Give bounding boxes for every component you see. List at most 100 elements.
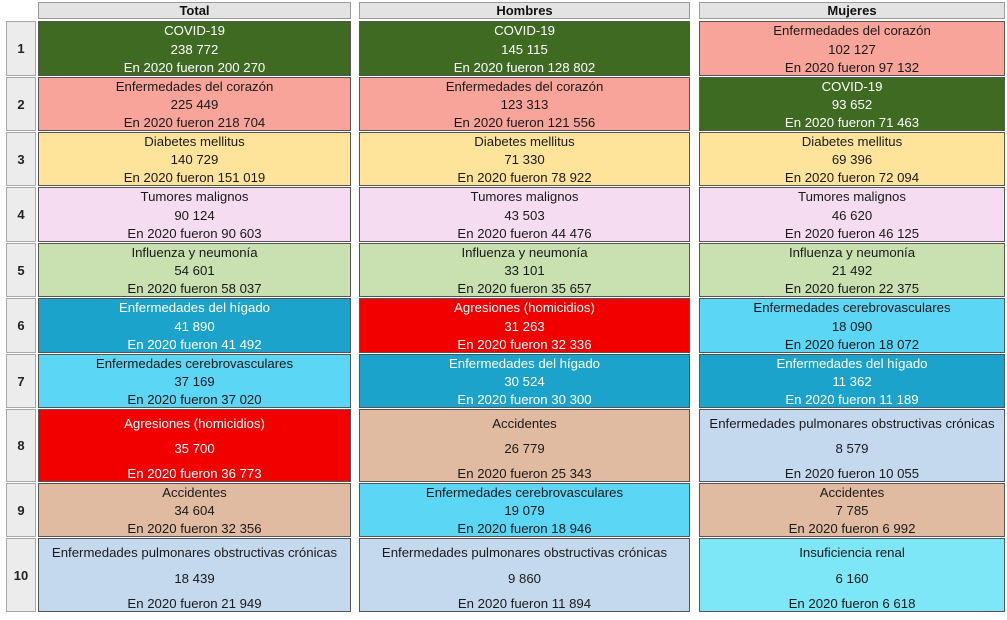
death-count: 41 890 [174,318,215,334]
cause-name: Enfermedades pulmonares obstructivas cró… [51,545,338,560]
rank-number: 3 [6,132,36,186]
death-count: 54 601 [174,263,215,278]
cause-name: Diabetes mellitus [474,134,575,149]
cause-cell-mujeres: Enfermedades del corazón 102 127 En 2020 f… [699,21,1005,76]
death-count: 140 729 [170,152,219,167]
cause-cell-total: Diabetes mellitus 140 729 En 2020 fueron 1… [38,132,351,186]
previous-year-count: En 2020 fueron 97 132 [784,60,920,75]
cause-name: Enfermedades del corazón [445,79,604,94]
previous-year-count: En 2020 fueron 90 603 [127,226,262,241]
death-count: 43 503 [504,207,545,223]
cause-cell-total: Enfermedades cerebrovasculares 37 169 En 2… [38,354,351,408]
previous-year-count: En 2020 fueron 11 894 [457,596,592,611]
header-mujeres: Mujeres [699,2,1005,19]
cause-cell-hombres: Accidentes 26 779 En 2020 fueron 25 343 [359,409,690,482]
previous-year-count: En 2020 fueron 218 704 [123,115,266,130]
cause-cell-hombres: COVID-19 145 115 En 2020 fueron 128 802 [359,21,690,76]
cause-name: Tumores malignos [140,189,249,204]
cause-cell-total: COVID-19 238 772 En 2020 fueron 200 270 [38,21,351,76]
cause-name: Tumores malignos [470,189,579,204]
cause-cell-hombres: Agresiones (homicidios) 31 263 En 2020 fue… [359,298,690,353]
cause-cell-mujeres: Accidentes 7 785 En 2020 fueron 6 992 [699,483,1005,537]
previous-year-count: En 2020 fueron 22 375 [784,281,920,296]
death-count: 9 860 [507,570,541,586]
cause-name: Enfermedades pulmonares obstructivas cró… [381,545,668,560]
rank-number: 2 [6,77,36,131]
cause-cell-mujeres: Tumores malignos 46 620 En 2020 fueron 46 … [699,187,1005,242]
cause-name: Diabetes mellitus [144,134,245,149]
previous-year-count: En 2020 fueron 35 657 [457,281,592,296]
cause-cell-mujeres: Enfermedades pulmonares obstructivas cró… [699,409,1005,482]
cause-name: Diabetes mellitus [801,134,903,149]
cause-cell-total: Accidentes 34 604 En 2020 fueron 32 356 [38,483,351,537]
previous-year-count: En 2020 fueron 6 618 [788,596,916,611]
previous-year-count: En 2020 fueron 18 072 [784,337,920,352]
death-count: 8 579 [835,441,869,456]
cause-name: Enfermedades del hígado [776,356,928,371]
cause-cell-mujeres: Enfermedades del hígado 11 362 En 2020 fue… [699,354,1005,408]
death-count: 21 492 [831,263,873,278]
cause-name: Agresiones (homicidios) [454,300,595,315]
death-count: 11 362 [832,374,872,389]
cause-name: Agresiones (homicidios) [124,416,265,431]
previous-year-count: En 2020 fueron 128 802 [453,60,596,75]
cause-name: Enfermedades cerebrovasculares [95,356,294,371]
cause-name: Tumores malignos [798,189,906,204]
cause-cell-hombres: Enfermedades pulmonares obstructivas cró… [359,538,690,612]
cause-cell-total: Influenza y neumonía 54 601 En 2020 fueron… [38,243,351,297]
cause-name: Enfermedades del corazón [115,79,274,94]
previous-year-count: En 2020 fueron 46 125 [784,226,920,241]
previous-year-count: En 2020 fueron 32 336 [457,337,592,352]
previous-year-count: En 2020 fueron 18 946 [457,521,592,536]
cause-cell-hombres: Influenza y neumonía 33 101 En 2020 fueron… [359,243,690,297]
cause-name: COVID-19 [821,79,883,94]
previous-year-count: En 2020 fueron 72 094 [784,170,920,185]
previous-year-count: En 2020 fueron 32 356 [127,521,262,536]
cause-name: Enfermedades del hígado [118,300,271,315]
cause-name: Enfermedades del corazón [773,23,931,38]
cause-cell-total: Enfermedades del hígado 41 890 En 2020 fue… [38,298,351,353]
death-count: 90 124 [174,207,215,223]
previous-year-count: En 2020 fueron 6 992 [788,521,916,536]
rank-number: 4 [6,187,36,242]
death-count: 31 263 [504,318,545,334]
previous-year-count: En 2020 fueron 30 300 [457,392,592,407]
previous-year-count: En 2020 fueron 36 773 [127,466,262,481]
rank-number: 9 [6,483,36,537]
cause-cell-mujeres: Diabetes mellitus 69 396 En 2020 fueron 72… [699,132,1005,186]
previous-year-count: En 2020 fueron 37 020 [127,392,262,407]
rank-number: 10 [6,538,36,612]
cause-name: Accidentes [492,416,557,431]
previous-year-count: En 2020 fueron 78 922 [457,170,592,185]
cause-cell-hombres: Enfermedades cerebrovasculares 19 079 En 2… [359,483,690,537]
header-total: Total [38,2,351,19]
cause-cell-hombres: Enfermedades del corazón 123 313 En 2020 f… [359,77,690,131]
cause-name: Accidentes [819,485,885,500]
cause-cell-hombres: Enfermedades del hígado 30 524 En 2020 fue… [359,354,690,408]
rank-number: 1 [6,21,36,76]
cause-cell-mujeres: Influenza y neumonía 21 492 En 2020 fueron… [699,243,1005,297]
cause-name: Enfermedades cerebrovasculares [753,300,951,315]
cause-cell-hombres: Diabetes mellitus 71 330 En 2020 fueron 78… [359,132,690,186]
cause-cell-mujeres: COVID-19 93 652 En 2020 fueron 71 463 [699,77,1005,131]
previous-year-count: En 2020 fueron 41 492 [127,337,262,352]
cause-cell-total: Agresiones (homicidios) 35 700 En 2020 fue… [38,409,351,482]
previous-year-count: En 2020 fueron 151 019 [123,170,266,185]
death-count: 35 700 [174,441,215,456]
cause-name: Influenza y neumonía [788,245,916,260]
death-count: 7 785 [835,503,869,518]
cause-name: COVID-19 [494,23,555,38]
death-count: 102 127 [828,41,876,57]
death-count: 46 620 [831,207,873,223]
rank-number: 8 [6,409,36,482]
death-count: 93 652 [831,97,873,112]
death-count: 145 115 [501,41,548,57]
previous-year-count: En 2020 fueron 25 343 [457,466,592,481]
previous-year-count: En 2020 fueron 200 270 [123,60,266,75]
death-count: 19 079 [504,503,545,518]
death-count: 33 101 [504,263,545,278]
death-count: 225 449 [170,97,219,112]
cause-name: Enfermedades cerebrovasculares [425,485,624,500]
cause-cell-total: Tumores malignos 90 124 En 2020 fueron 90 … [38,187,351,242]
